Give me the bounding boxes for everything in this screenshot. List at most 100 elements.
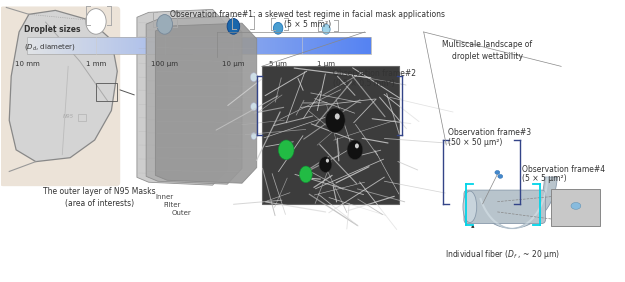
Bar [292, 37, 293, 54]
Bar [35, 37, 36, 54]
Bar [39, 37, 40, 54]
Bar [269, 37, 270, 54]
Text: 10 μm: 10 μm [222, 61, 244, 67]
Bar [179, 37, 181, 54]
Ellipse shape [335, 113, 340, 120]
Ellipse shape [463, 191, 477, 222]
Bar [65, 37, 66, 54]
Bar [248, 37, 249, 54]
Bar [194, 37, 196, 54]
Bar [68, 37, 69, 54]
Bar [73, 37, 74, 54]
Bar [113, 37, 114, 54]
Ellipse shape [498, 174, 502, 178]
Bar [368, 37, 369, 54]
Bar [137, 37, 138, 54]
Bar [214, 37, 215, 54]
Bar [219, 37, 221, 54]
Bar [49, 37, 50, 54]
Bar [111, 37, 112, 54]
Bar [139, 37, 141, 54]
Bar [197, 37, 198, 54]
Bar [88, 37, 89, 54]
Bar [263, 37, 264, 54]
Bar [369, 37, 370, 54]
Bar [309, 37, 310, 54]
Bar [90, 37, 91, 54]
Text: 1 μm: 1 μm [318, 61, 335, 67]
Bar [354, 37, 355, 54]
Bar [183, 37, 184, 54]
Bar [334, 37, 336, 54]
Bar [325, 37, 326, 54]
Bar [47, 37, 48, 54]
Bar [154, 37, 156, 54]
Bar [318, 37, 319, 54]
Bar [362, 37, 363, 54]
Bar [261, 37, 262, 54]
Bar [350, 37, 351, 54]
Bar [209, 37, 211, 54]
Bar [143, 37, 144, 54]
Ellipse shape [571, 202, 581, 209]
Text: Filter: Filter [163, 202, 181, 208]
Bar [40, 37, 41, 54]
Bar [33, 37, 34, 54]
Bar [370, 37, 371, 54]
Bar [122, 37, 123, 54]
Bar [295, 37, 296, 54]
Bar [158, 37, 159, 54]
Bar [247, 37, 248, 54]
Bar [288, 37, 289, 54]
Bar [84, 37, 86, 54]
Text: 10 mm: 10 mm [15, 61, 39, 67]
Bar [38, 37, 39, 54]
Bar [222, 37, 223, 54]
Bar [59, 37, 61, 54]
Bar [171, 37, 172, 54]
Ellipse shape [322, 24, 330, 34]
Bar [57, 37, 58, 54]
Bar [136, 37, 137, 54]
Bar [142, 37, 143, 54]
Bar [161, 37, 162, 54]
Bar [294, 37, 295, 54]
Bar [181, 37, 182, 54]
Bar [264, 37, 266, 54]
Text: 1 mm: 1 mm [86, 61, 106, 67]
Text: ($D_d$, diameter): ($D_d$, diameter) [24, 42, 76, 52]
Text: The outer layer of N95 Masks
(area of interests): The outer layer of N95 Masks (area of in… [43, 187, 156, 208]
Bar [96, 37, 97, 54]
Ellipse shape [86, 9, 106, 34]
Bar [145, 37, 146, 54]
Bar [116, 37, 118, 54]
Bar [106, 37, 108, 54]
Text: Outer: Outer [171, 210, 191, 216]
Bar [238, 37, 239, 54]
Bar [358, 37, 359, 54]
FancyBboxPatch shape [464, 190, 546, 224]
Bar [244, 37, 245, 54]
Bar [175, 37, 176, 54]
Bar [50, 37, 51, 54]
Bar [231, 37, 232, 54]
Bar [326, 37, 328, 54]
Bar [149, 37, 150, 54]
Bar [233, 37, 234, 54]
Bar [241, 37, 242, 54]
Ellipse shape [299, 166, 312, 183]
Bar [32, 37, 33, 54]
Bar [157, 37, 158, 54]
Bar [270, 37, 271, 54]
Bar [289, 37, 291, 54]
Bar [123, 37, 124, 54]
Bar [72, 37, 73, 54]
Bar [224, 37, 226, 54]
Ellipse shape [347, 140, 362, 160]
Bar [258, 37, 259, 54]
Bar [58, 37, 59, 54]
Bar [348, 37, 349, 54]
Bar [332, 37, 333, 54]
Bar [134, 37, 135, 54]
Bar [135, 37, 136, 54]
